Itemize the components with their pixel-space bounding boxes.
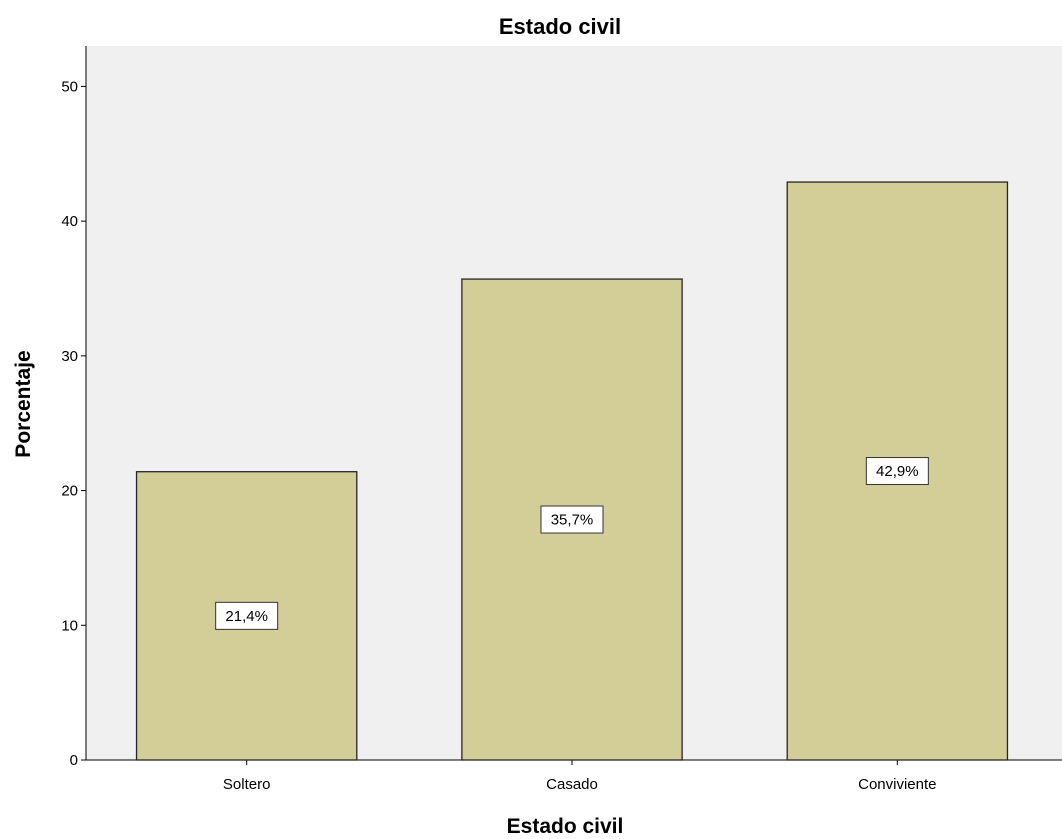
y-axis: 0 10 20 30 40 50	[61, 46, 87, 769]
y-axis-title: Porcentaje	[12, 350, 35, 457]
data-label: 21,4%	[225, 608, 268, 625]
y-tick-label: 10	[61, 617, 78, 634]
y-tick-label: 0	[70, 752, 78, 769]
data-label-box	[540, 505, 604, 534]
y-tick-label: 20	[61, 483, 78, 500]
y-tick-label: 50	[61, 78, 78, 95]
x-tick-label: Soltero	[223, 776, 271, 793]
data-label-box	[215, 601, 279, 630]
data-label: 35,7%	[551, 512, 594, 529]
data-labels-group: 21,4% 35,7% 42,9%	[215, 457, 929, 630]
x-axis: Soltero Casado Conviviente	[86, 759, 1062, 793]
chart-title: Estado civil	[499, 14, 621, 39]
y-tick-label: 30	[61, 348, 78, 365]
data-label-box	[865, 457, 929, 486]
x-axis-title: Estado civil	[507, 815, 624, 838]
x-tick-label: Conviviente	[858, 776, 936, 793]
y-tick-label: 40	[61, 213, 78, 230]
data-label: 42,9%	[876, 463, 919, 480]
x-tick-label: Casado	[546, 776, 598, 793]
